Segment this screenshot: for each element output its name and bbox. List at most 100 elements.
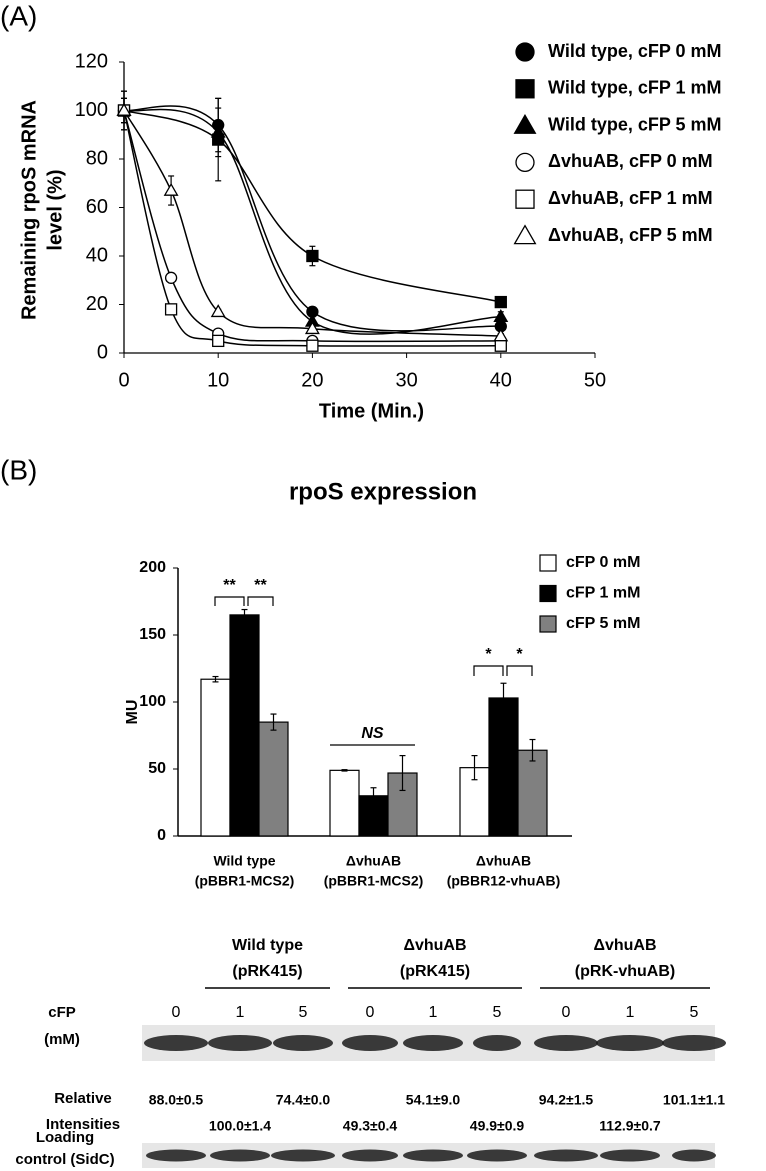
intensity-value: 94.2±1.5	[539, 1092, 594, 1108]
lane-label: 0	[366, 1004, 375, 1021]
x-tick-label: Wild type	[213, 853, 275, 869]
intensity-value: 49.9±0.9	[470, 1118, 525, 1134]
intensity-value: 100.0±1.4	[209, 1118, 271, 1134]
lane-label: 1	[236, 1004, 245, 1021]
blot-band	[534, 1035, 598, 1051]
bar	[229, 614, 260, 837]
significance-bracket	[506, 665, 533, 676]
intensity-value: 74.4±0.0	[276, 1092, 331, 1108]
y-tick-label: 150	[139, 626, 166, 643]
marker	[164, 303, 178, 316]
blot-band	[403, 1035, 463, 1051]
legend-marker	[515, 189, 535, 209]
y-tick-label: 0	[97, 341, 108, 363]
marker	[212, 334, 225, 348]
series-line	[123, 108, 501, 335]
marker	[494, 339, 507, 352]
row-label: cFP	[48, 1004, 76, 1021]
legend-label: cFP 5 mM	[566, 615, 640, 632]
series-line	[123, 109, 501, 303]
y-axis-label: Remaining rpoS mRNA	[18, 100, 40, 320]
legend-marker	[515, 79, 535, 99]
legend-label: Wild type, cFP 0 mM	[548, 41, 722, 61]
blot-band	[208, 1035, 272, 1051]
blot-band	[342, 1035, 398, 1051]
legend-swatch	[539, 584, 557, 603]
x-tick-label: 40	[490, 369, 512, 391]
chart-title: rpoS expression	[289, 478, 477, 505]
legend-label: cFP 0 mM	[566, 554, 640, 571]
significance-label: *	[516, 646, 523, 663]
lane-label: 5	[690, 1004, 699, 1021]
x-axis-label: Time (Min.)	[319, 400, 424, 422]
bar	[517, 749, 548, 837]
blot-band	[403, 1149, 463, 1162]
lane-label: 1	[626, 1004, 635, 1021]
y-tick-label: 80	[86, 147, 108, 169]
panel-label: (B)	[0, 454, 37, 485]
significance-label: **	[223, 577, 236, 594]
significance-bracket	[247, 596, 274, 606]
legend-label: cFP 1 mM	[566, 585, 640, 602]
significance-bracket	[473, 665, 504, 676]
marker	[210, 124, 226, 138]
x-tick-label: 0	[118, 369, 129, 391]
legend-label: ΔvhuAB, cFP 5 mM	[548, 225, 713, 245]
marker	[306, 339, 319, 352]
legend-swatch	[539, 554, 557, 572]
row-label: Intensities	[46, 1116, 120, 1133]
blot-band	[600, 1149, 660, 1162]
marker	[164, 271, 178, 284]
panel-label: (A)	[0, 0, 37, 31]
x-tick-label: 10	[207, 369, 229, 391]
significance-label: NS	[361, 725, 384, 742]
significance-bracket	[214, 596, 245, 606]
blot-band	[596, 1035, 664, 1051]
x-tick-label: 30	[395, 369, 417, 391]
y-tick-label: 40	[86, 244, 108, 266]
lane-label: 0	[562, 1004, 571, 1021]
significance-label: **	[254, 577, 267, 594]
row-label: (mM)	[44, 1031, 80, 1048]
row-label: Loading	[36, 1129, 94, 1146]
y-tick-label: 200	[139, 559, 166, 576]
legend-label: ΔvhuAB, cFP 1 mM	[548, 188, 713, 208]
intensity-value: 88.0±0.5	[149, 1092, 204, 1108]
intensity-value: 101.1±1.1	[663, 1092, 725, 1108]
bar	[488, 697, 519, 837]
blot-band	[342, 1149, 398, 1162]
x-tick-label: 20	[301, 369, 323, 391]
legend-marker	[513, 224, 537, 245]
x-tick-label: 50	[584, 369, 606, 391]
blot-band	[473, 1035, 521, 1051]
lane-label: 5	[299, 1004, 308, 1021]
blot-band	[273, 1035, 333, 1051]
group-label: (pRK415)	[232, 963, 302, 980]
blot-band	[271, 1149, 335, 1162]
marker	[493, 328, 509, 342]
marker	[494, 295, 507, 309]
lane-label: 0	[172, 1004, 181, 1021]
y-tick-label: 120	[75, 50, 108, 72]
y-tick-label: 50	[148, 760, 166, 777]
intensity-value: 54.1±9.0	[406, 1092, 461, 1108]
marker	[306, 249, 319, 263]
blot-band	[662, 1035, 726, 1051]
series-line	[123, 105, 501, 332]
y-tick-label: 60	[86, 196, 108, 218]
marker	[116, 102, 132, 116]
y-axis-label: MU	[124, 700, 141, 725]
blot-band	[146, 1149, 206, 1162]
x-tick-label: (pBBR1-MCS2)	[195, 873, 295, 889]
blot-band	[534, 1149, 598, 1162]
y-tick-label: 20	[86, 293, 108, 315]
group-label: Wild type	[232, 937, 303, 954]
legend-marker	[513, 113, 537, 134]
y-tick-label: 100	[139, 693, 166, 710]
intensity-value: 49.3±0.4	[343, 1118, 398, 1134]
legend-label: Wild type, cFP 5 mM	[548, 114, 722, 134]
y-tick-label: 100	[75, 99, 108, 121]
row-label: Relative	[54, 1090, 112, 1107]
bar	[200, 678, 231, 837]
